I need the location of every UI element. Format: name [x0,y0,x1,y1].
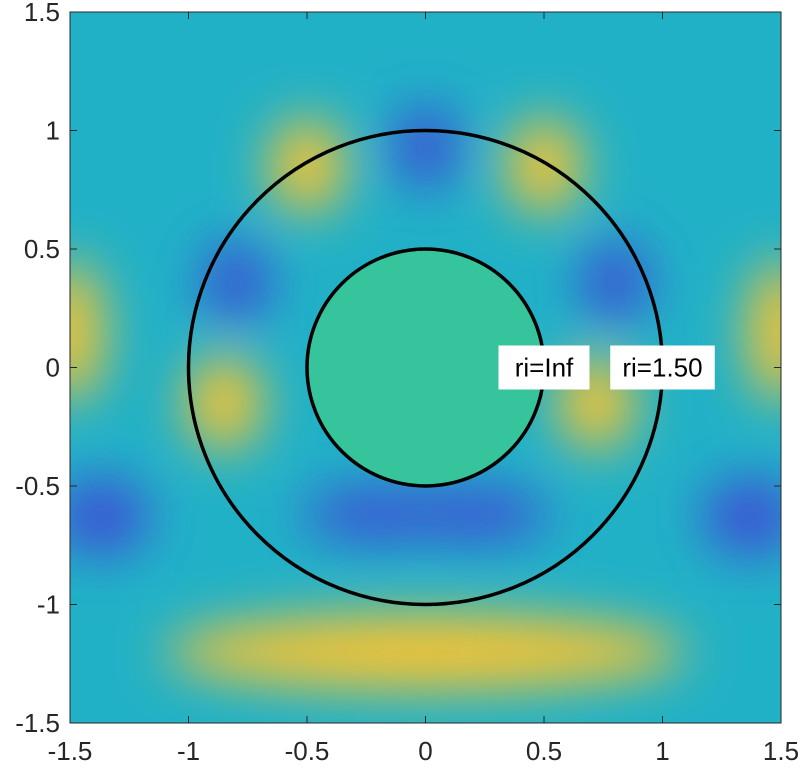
field-high-region [164,613,687,690]
circle-labels: ri=Inf ri=1.50 [498,345,715,390]
field-low-region [581,241,649,323]
inner-disk [307,249,544,486]
field-blobs [70,106,781,690]
field-high-region [70,260,104,404]
y-tick-label: -1.5 [15,708,60,738]
y-tick-label: -1 [37,590,60,620]
x-tick-label: 0.5 [526,736,562,766]
label-text: ri=1.50 [622,353,702,383]
field-high-region [747,260,781,404]
y-tick-label: 0.5 [24,234,60,264]
x-tick-label: 1 [655,736,669,766]
y-tick-label: 1.5 [24,0,60,27]
field-high-region [186,355,262,451]
circle-label-2: ri=1.50 [610,345,715,390]
label-box [610,345,715,390]
label-text: ri=Inf [515,353,574,383]
x-tick-label: -1.5 [48,736,93,766]
x-tick-label: -0.5 [285,736,330,766]
circle-overlays [186,128,665,607]
field-low-region [702,478,781,555]
field-low-region [70,478,149,555]
x-tick-label: 0 [418,736,432,766]
x-tick-label: -1 [177,736,200,766]
field-low-region [397,488,549,541]
y-tick-label: -0.5 [15,471,60,501]
label-box [498,345,590,390]
axes-ticks: -1.5 -1 -0.5 0 0.5 1 1.5 -1.5 -1 -0.5 0 0.5 1 1.5 [15,0,799,766]
field-high-region [506,118,582,214]
x-tick-label: 1.5 [763,736,799,766]
y-tick-label: 0 [46,353,60,383]
field-low-region [202,241,270,323]
field-low-region [392,106,459,188]
circle-label-1: ri=Inf [498,345,590,390]
field-high-region [269,118,345,214]
y-tick-label: 1 [46,116,60,146]
